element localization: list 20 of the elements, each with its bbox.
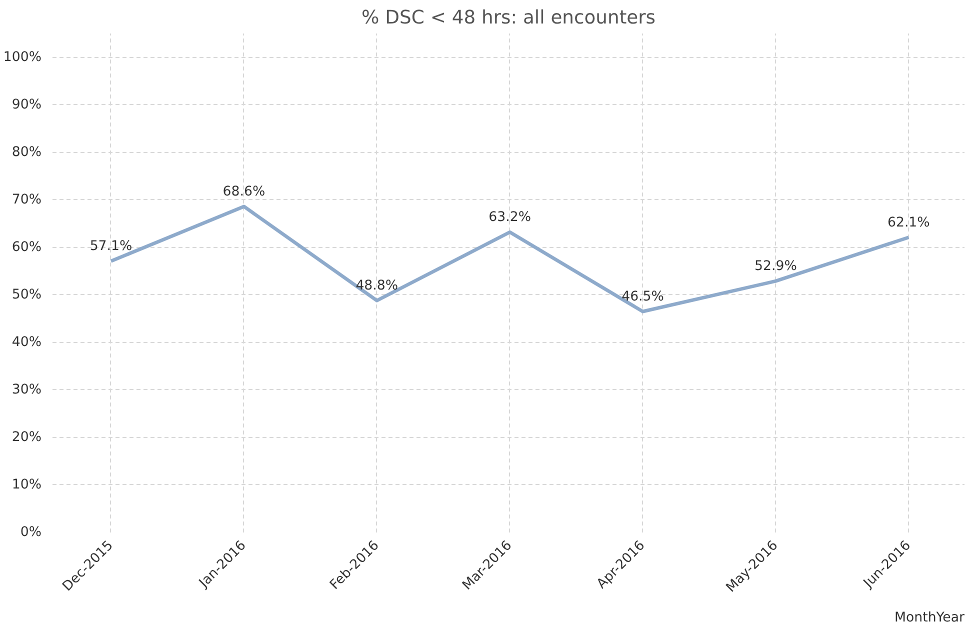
data-label: 68.6%	[222, 184, 266, 200]
y-tick-label: 80%	[12, 144, 42, 160]
y-tick-label: 70%	[12, 192, 42, 208]
y-tick-label: 20%	[12, 430, 42, 445]
y-tick-label: 90%	[12, 97, 42, 112]
y-tick-label: 60%	[12, 240, 42, 255]
y-tick-label: 30%	[12, 382, 42, 398]
data-label: 46.5%	[622, 290, 664, 305]
y-tick-label: 10%	[12, 477, 42, 492]
data-label: 62.1%	[887, 215, 930, 230]
data-label: 48.8%	[356, 278, 398, 294]
data-label: 57.1%	[90, 239, 132, 254]
y-tick-label: 100%	[3, 50, 42, 65]
y-tick-label: 40%	[12, 334, 42, 350]
y-tick-label: 0%	[20, 525, 42, 540]
y-tick-label: 50%	[12, 287, 42, 302]
x-axis-title: MonthYear	[894, 610, 966, 626]
chart-title: % DSC < 48 hrs: all encounters	[361, 8, 656, 28]
data-label: 52.9%	[754, 259, 797, 274]
data-label: 63.2%	[488, 210, 532, 226]
